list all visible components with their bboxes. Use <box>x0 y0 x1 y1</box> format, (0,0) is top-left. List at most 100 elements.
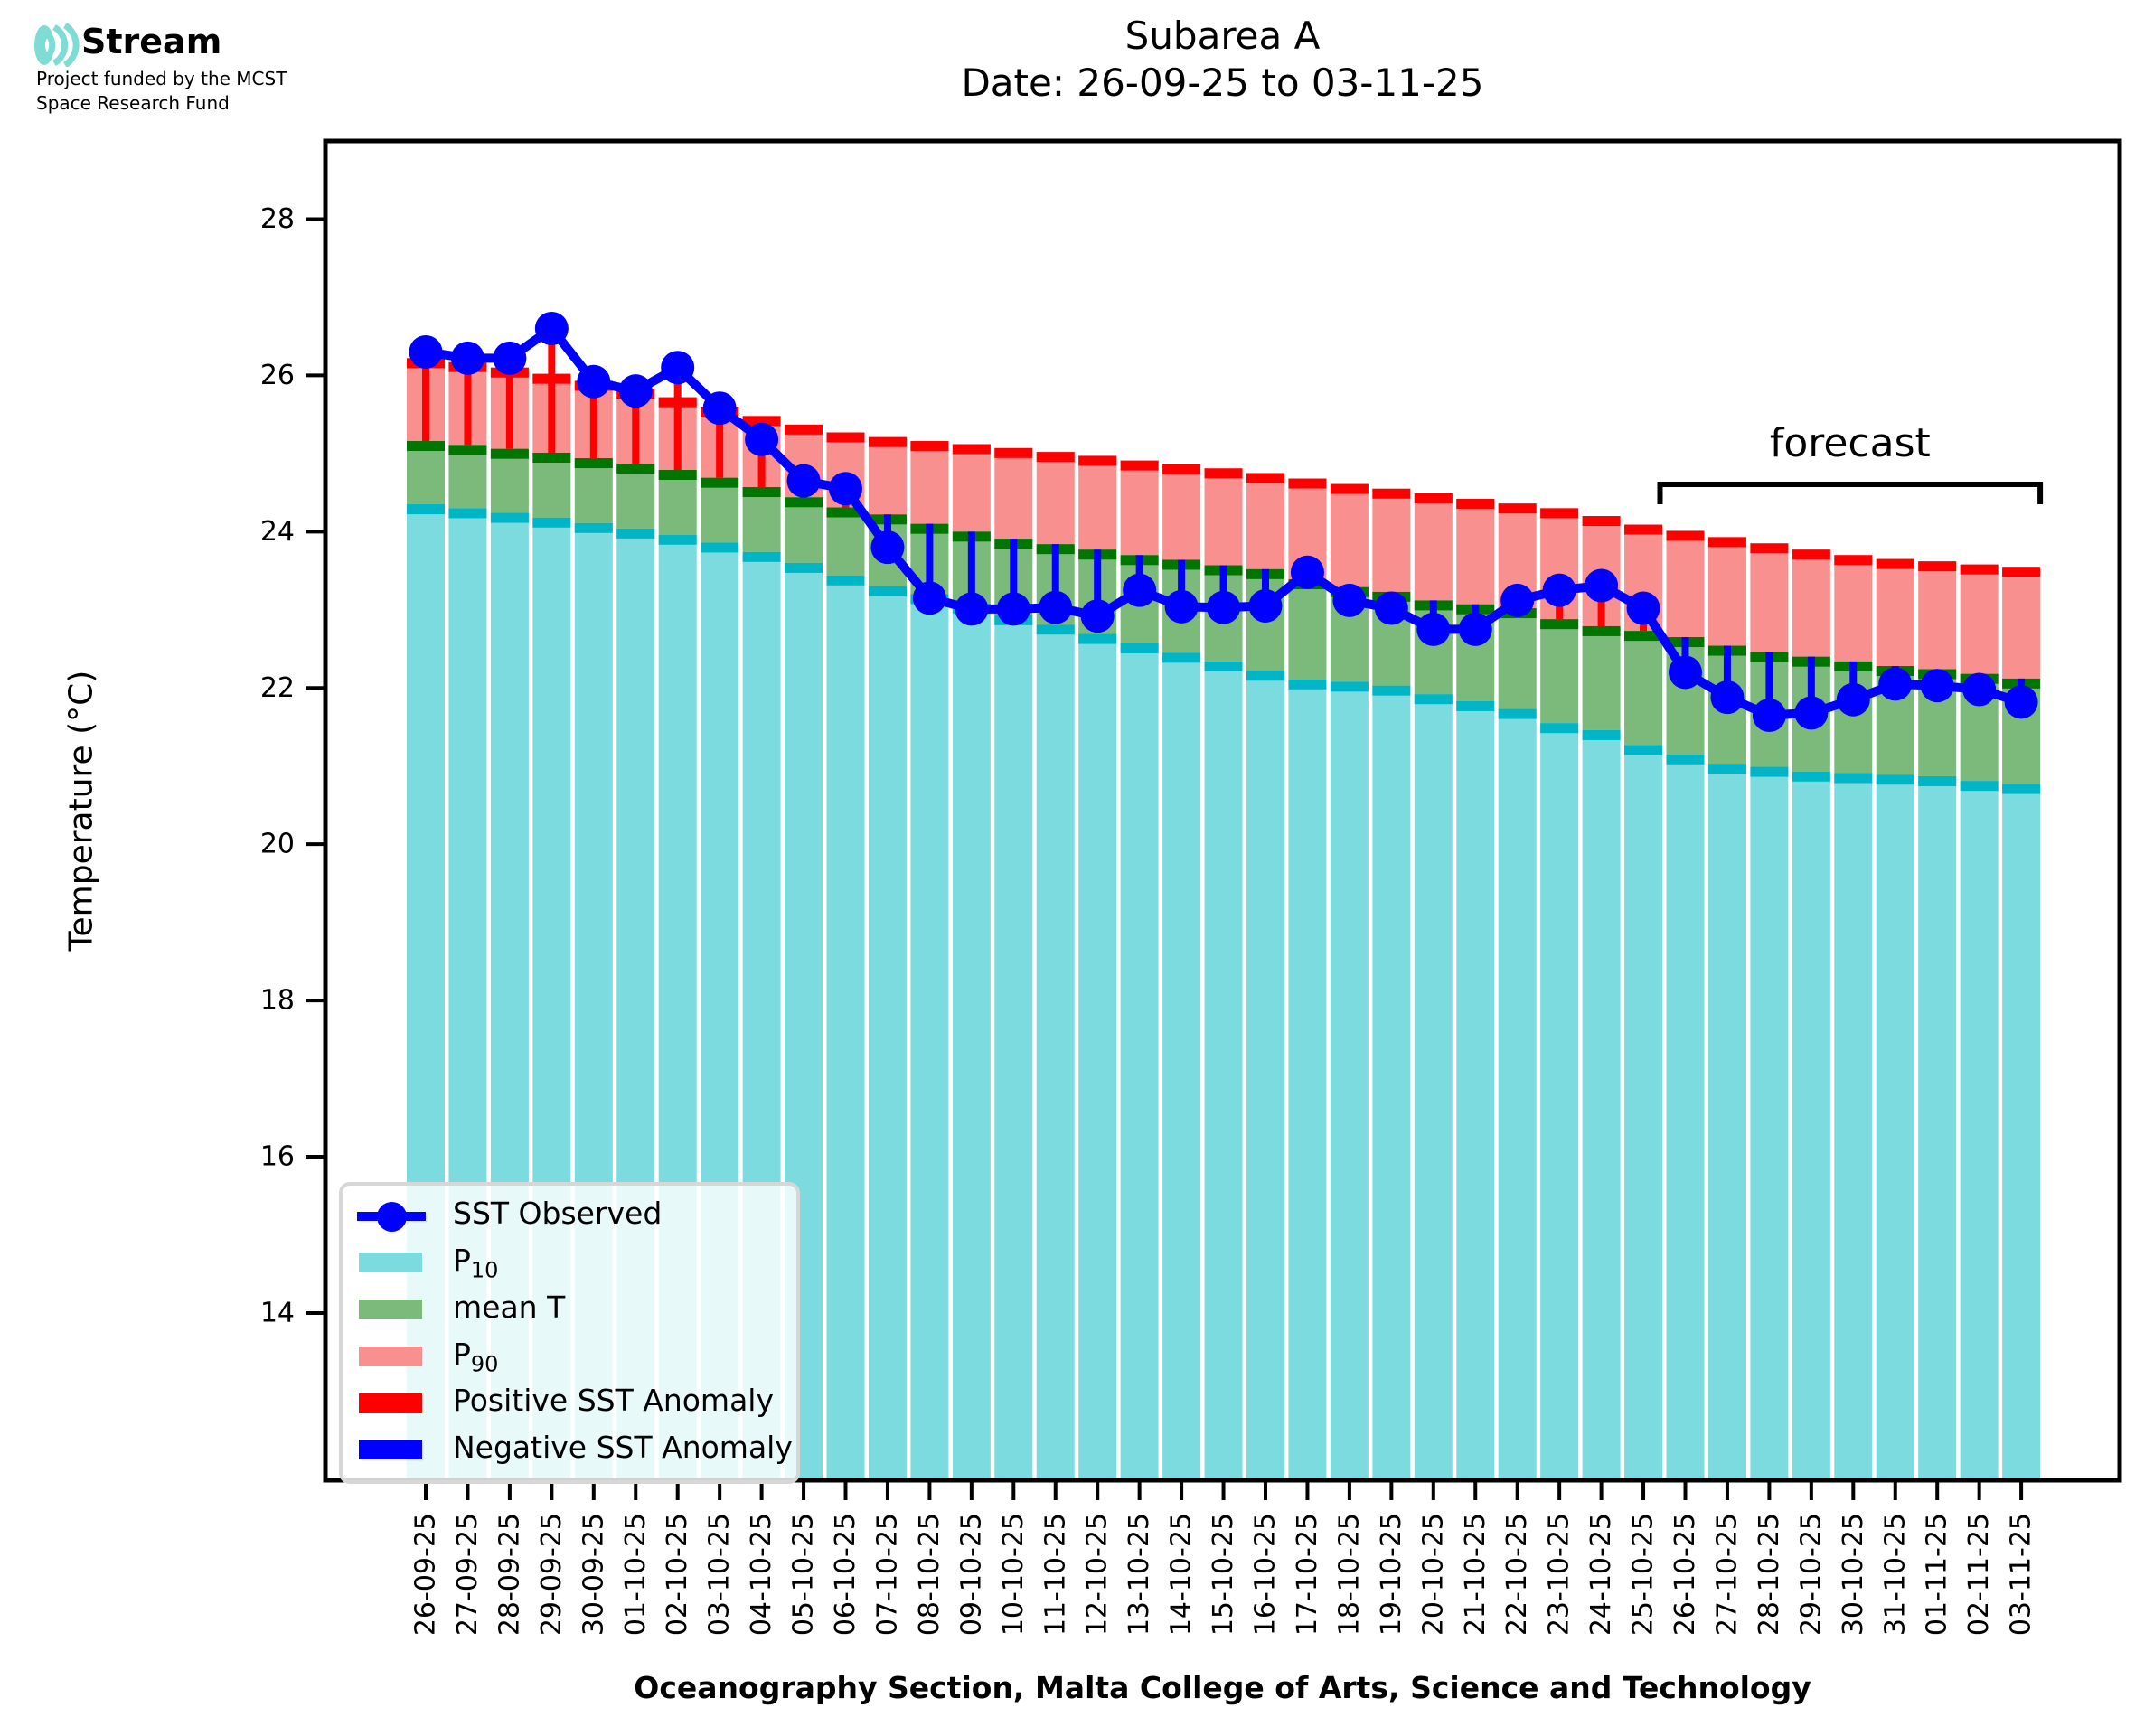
p90-cap <box>1078 455 1117 466</box>
p10-cap <box>1834 773 1873 784</box>
sst-dot-21-10-25 <box>1458 612 1492 646</box>
p90-bar <box>1078 455 1117 550</box>
x-tick-label: 04-10-25 <box>746 1513 777 1636</box>
sst-dot-27-09-25 <box>450 341 484 375</box>
mean-bar <box>490 448 529 513</box>
p90-bar <box>1414 493 1453 601</box>
p10-cap <box>658 534 697 545</box>
mean-cap <box>1540 619 1579 630</box>
sst-dot-26-09-25 <box>409 334 443 369</box>
bar-10-10-25 <box>994 447 1033 1480</box>
sst-dot-31-10-25 <box>1878 667 1913 701</box>
x-tick-label: 10-10-25 <box>998 1513 1030 1636</box>
sst-dot-12-10-25 <box>1080 599 1115 633</box>
x-tick-label: 18-10-25 <box>1333 1513 1365 1636</box>
mean-cap <box>742 487 781 498</box>
p10-cap <box>574 522 613 533</box>
mean-bar <box>1624 631 1663 746</box>
p90-bar <box>1918 561 1957 670</box>
bar-09-10-25 <box>952 444 991 1480</box>
mean-bar <box>1288 579 1327 680</box>
p10-cap <box>1624 745 1663 755</box>
p90-bar <box>1456 499 1495 605</box>
mean-cap <box>658 470 697 481</box>
p10-bar <box>1330 681 1369 1480</box>
x-tick-label: 28-09-25 <box>494 1513 525 1636</box>
p90-cap <box>785 424 823 435</box>
p90-cap <box>1414 493 1453 503</box>
legend-item-mean-t: mean T <box>357 1288 782 1331</box>
legend-item-p10: P10 <box>357 1241 782 1284</box>
sst-dot-09-10-25 <box>955 592 989 626</box>
p10-cap <box>1498 708 1537 719</box>
p90-cap <box>910 441 949 452</box>
p90-cap <box>1204 468 1243 479</box>
mean-bar <box>658 470 697 535</box>
logo-subtitle-line1: Project funded by the MCST <box>36 68 287 89</box>
sst-dot-25-10-25 <box>1626 591 1660 625</box>
sst-dot-24-10-25 <box>1585 568 1619 603</box>
sst-dot-03-10-25 <box>702 391 737 426</box>
p10-cap <box>1372 685 1411 696</box>
sst-dot-20-10-25 <box>1416 612 1451 646</box>
p10-cap <box>1918 775 1957 786</box>
p90-bar <box>1876 558 1914 667</box>
p10-cap <box>448 508 487 519</box>
p10-bar <box>1750 766 1789 1480</box>
bar-27-10-25 <box>1707 537 1746 1480</box>
x-tick-label: 08-10-25 <box>914 1513 945 1636</box>
legend-label: P90 <box>453 1336 499 1377</box>
p10-bar <box>1372 685 1411 1480</box>
p10-bar <box>1204 661 1243 1480</box>
p10-swatch-icon <box>359 1253 422 1273</box>
sst-dot-07-10-25 <box>870 530 905 565</box>
y-axis: 14 16 18 20 22 24 26 28 <box>260 203 325 1328</box>
p10-bar <box>1078 633 1117 1480</box>
bar-30-10-25 <box>1834 555 1873 1480</box>
bar-20-10-25 <box>1414 493 1453 1480</box>
bar-24-10-25 <box>1582 516 1621 1480</box>
p10-bar <box>1414 694 1453 1480</box>
bar-12-10-25 <box>1078 455 1117 1480</box>
p90-cap <box>1540 508 1579 519</box>
p10-cap <box>1707 764 1746 774</box>
mean-cap <box>785 497 823 508</box>
mean-bar <box>1582 625 1621 730</box>
mean-bar <box>785 497 823 563</box>
legend-item-negative-anomaly: Negative SST Anomaly <box>357 1428 793 1471</box>
p10-cap <box>2002 784 2041 794</box>
p10-bar <box>1960 781 1999 1480</box>
legend-label: Negative SST Anomaly <box>453 1429 793 1465</box>
p10-bar <box>1834 773 1873 1480</box>
p90-cap <box>1288 478 1327 489</box>
bar-21-10-25 <box>1456 499 1495 1480</box>
bar-06-10-25 <box>826 432 865 1480</box>
p10-cap <box>742 551 781 562</box>
x-tick-label: 20-10-25 <box>1417 1513 1449 1636</box>
x-tick-label: 13-10-25 <box>1124 1513 1155 1636</box>
forecast-bracket: forecast <box>1657 420 2044 504</box>
p10-bar <box>1036 624 1075 1480</box>
x-tick-label: 09-10-25 <box>955 1513 987 1636</box>
x-tick-label: 21-10-25 <box>1460 1513 1491 1636</box>
mean-bar <box>742 487 781 552</box>
sst-dot-03-11-25 <box>2004 685 2038 719</box>
p10-cap <box>1876 774 1914 785</box>
x-tick-label: 03-11-25 <box>2006 1513 2037 1636</box>
p10-bar <box>1582 729 1621 1480</box>
p90-cap <box>1792 549 1830 560</box>
sst-dots-layer <box>409 312 2038 733</box>
sst-dot-15-10-25 <box>1207 590 1241 624</box>
chart-title-line1: Subarea A <box>1124 14 1321 58</box>
p90-bar <box>994 447 1033 540</box>
logo-brand-text: Stream <box>81 22 222 61</box>
positive-anomaly-swatch-icon <box>359 1393 422 1413</box>
mean-bar <box>826 507 865 576</box>
p90-cap <box>2002 567 2041 577</box>
sst-dot-23-10-25 <box>1542 573 1576 607</box>
p90-bar <box>868 436 907 515</box>
p10-bar <box>952 603 991 1480</box>
mean-cap <box>490 448 529 459</box>
x-tick-label: 02-11-25 <box>1963 1513 1995 1636</box>
